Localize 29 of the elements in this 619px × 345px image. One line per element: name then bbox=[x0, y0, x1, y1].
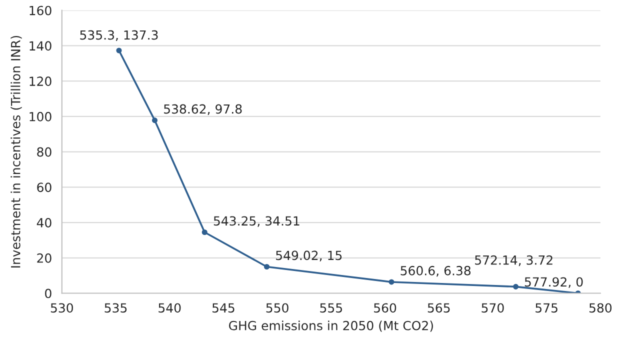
y-tick-label: 100 bbox=[30, 112, 52, 122]
y-tick-label: 20 bbox=[37, 253, 52, 263]
x-tick-label: 560 bbox=[374, 303, 396, 313]
y-tick-label: 60 bbox=[37, 182, 52, 192]
data-label: 535.3, 137.3 bbox=[80, 30, 158, 42]
y-axis-title: Investment in incentives (Trillion INR) bbox=[10, 36, 22, 268]
data-label: 549.02, 15 bbox=[276, 250, 342, 262]
data-label: 560.6, 6.38 bbox=[400, 266, 471, 277]
data-label: 577.92, 0 bbox=[524, 277, 583, 288]
x-tick-label: 540 bbox=[158, 303, 181, 313]
data-label: 543.25, 34.51 bbox=[214, 216, 300, 227]
y-tick-label: 140 bbox=[30, 41, 52, 51]
x-tick-label: 530 bbox=[50, 303, 73, 313]
x-tick-label: 545 bbox=[212, 303, 234, 313]
x-tick-label: 575 bbox=[536, 303, 558, 313]
x-tick-label: 550 bbox=[266, 303, 288, 313]
x-axis-title: GHG emissions in 2050 (Mt CO2) bbox=[229, 320, 433, 332]
data-label: 572.14, 3.72 bbox=[475, 255, 552, 266]
x-tick-label: 570 bbox=[482, 303, 504, 313]
data-label: 538.62, 97.8 bbox=[164, 104, 242, 116]
x-tick-label: 555 bbox=[320, 303, 342, 313]
y-tick-label: 80 bbox=[37, 147, 52, 157]
x-tick-label: 565 bbox=[428, 303, 450, 313]
y-tick-label: 0 bbox=[45, 288, 52, 298]
y-tick-label: 160 bbox=[30, 6, 52, 16]
x-tick-label: 580 bbox=[589, 303, 612, 313]
y-tick-label: 120 bbox=[30, 76, 52, 86]
y-tick-label: 40 bbox=[36, 218, 52, 228]
x-tick-label: 535 bbox=[104, 303, 127, 313]
